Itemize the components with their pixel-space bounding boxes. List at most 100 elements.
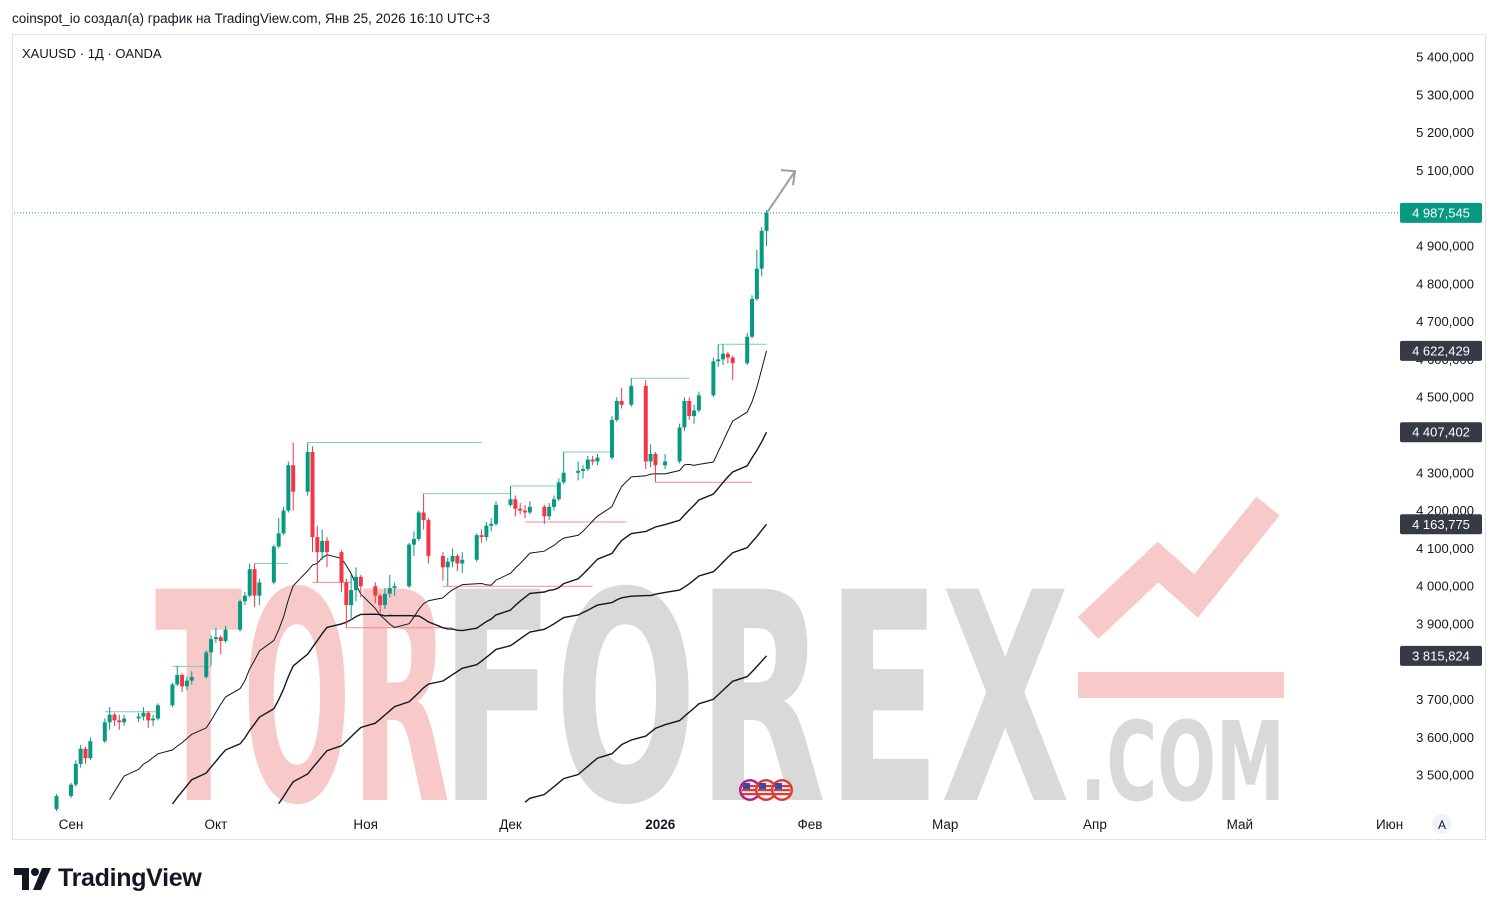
candle-body: [629, 385, 634, 405]
candle: [218, 635, 223, 655]
time-tick-label: Май: [1227, 817, 1253, 832]
candle-body: [745, 336, 750, 364]
candle-body: [291, 465, 296, 492]
candle-body: [663, 461, 668, 466]
arrow-shaft: [766, 170, 796, 213]
candle: [204, 650, 209, 679]
ma-price-tag-label: 4 163,775: [1412, 517, 1470, 532]
candle: [136, 712, 141, 723]
sma-20-line: [171, 431, 768, 805]
candle: [677, 423, 682, 464]
candle-body: [725, 353, 730, 358]
auto-scale-button[interactable]: A: [1432, 814, 1452, 834]
candle: [518, 503, 523, 515]
candle: [320, 529, 325, 560]
chart-frame[interactable]: [12, 34, 1486, 840]
candle: [310, 446, 315, 553]
candle: [107, 707, 112, 730]
candle-body: [358, 576, 363, 587]
candle-body: [682, 400, 687, 428]
time-axis[interactable]: Сен Окт Ноя Дек 2026 Фев Мар Апр Май Июн: [59, 817, 1404, 832]
candle-body: [552, 499, 556, 507]
candle-body: [382, 593, 387, 606]
candle: [281, 506, 286, 536]
candle-body: [387, 588, 392, 594]
candle-body: [73, 763, 78, 785]
candle-body: [750, 298, 755, 337]
candle-body: [184, 680, 189, 687]
candle: [745, 332, 750, 366]
tradingview-logo-icon: [14, 867, 51, 890]
candle-body: [180, 675, 185, 687]
candle-body: [754, 268, 759, 299]
tradingview-logo[interactable]: TradingView: [14, 864, 202, 893]
candle-body: [527, 506, 532, 513]
candle: [590, 455, 595, 466]
candle: [764, 210, 769, 246]
candle-body: [764, 212, 769, 231]
candle: [494, 501, 499, 526]
candle: [83, 746, 88, 764]
candle-body: [421, 512, 426, 521]
candle: [663, 453, 668, 470]
candle-body: [716, 359, 721, 362]
candle-body: [692, 410, 697, 417]
candle: [382, 588, 387, 609]
time-tick-label: Фев: [798, 817, 823, 832]
candle-body: [146, 712, 151, 721]
price-tick-label: 4 100,000: [1416, 541, 1474, 556]
candle: [407, 542, 412, 589]
candle: [151, 714, 156, 727]
candle-body: [78, 748, 83, 764]
time-tick-label: Сен: [59, 817, 84, 832]
candle: [88, 737, 93, 761]
candle: [561, 452, 566, 485]
candle-body: [547, 506, 552, 517]
candle: [629, 378, 634, 407]
candle: [643, 380, 648, 470]
ma-price-tag-label: 3 815,824: [1412, 648, 1470, 663]
candle-body: [102, 722, 107, 742]
candle: [547, 503, 552, 521]
economic-event-flags[interactable]: [739, 779, 793, 801]
candle-body: [213, 637, 218, 640]
candle-body: [440, 555, 445, 568]
ma-price-tag: 4 163,775: [1400, 514, 1482, 535]
candle: [392, 582, 397, 596]
sma-50-line: [278, 523, 768, 804]
candle-body: [204, 652, 209, 677]
candle-body: [175, 675, 180, 685]
candle: [146, 710, 151, 728]
candle: [141, 707, 146, 721]
candle: [387, 574, 392, 598]
candle: [421, 493, 426, 530]
watermark-bar-icon: [1078, 672, 1284, 698]
candle-body: [518, 508, 523, 511]
candle-body: [315, 537, 320, 553]
us-flag-icon[interactable]: [755, 779, 777, 801]
candle-body: [614, 400, 619, 420]
candle: [648, 444, 653, 468]
time-tick-label: Дек: [499, 817, 522, 832]
candle: [687, 397, 692, 420]
candle: [257, 578, 262, 606]
candle: [73, 760, 78, 787]
us-flag-icon[interactable]: [771, 779, 793, 801]
candle: [349, 574, 354, 621]
tradingview-wordmark: TradingView: [58, 864, 202, 892]
price-tick-label: 3 600,000: [1416, 730, 1474, 745]
candle: [276, 518, 281, 549]
candle: [580, 465, 585, 479]
symbol-legend[interactable]: XAUUSD · 1Д · OANDA: [22, 46, 162, 61]
candle-body: [276, 533, 281, 547]
candle-body: [643, 385, 648, 462]
ma-price-tag: 4 622,429: [1400, 340, 1482, 361]
candle: [112, 712, 117, 727]
us-flag-icon[interactable]: [739, 779, 761, 801]
candle-body: [460, 559, 465, 564]
candle: [479, 529, 484, 543]
candle-body: [561, 472, 566, 483]
candle: [609, 416, 614, 460]
